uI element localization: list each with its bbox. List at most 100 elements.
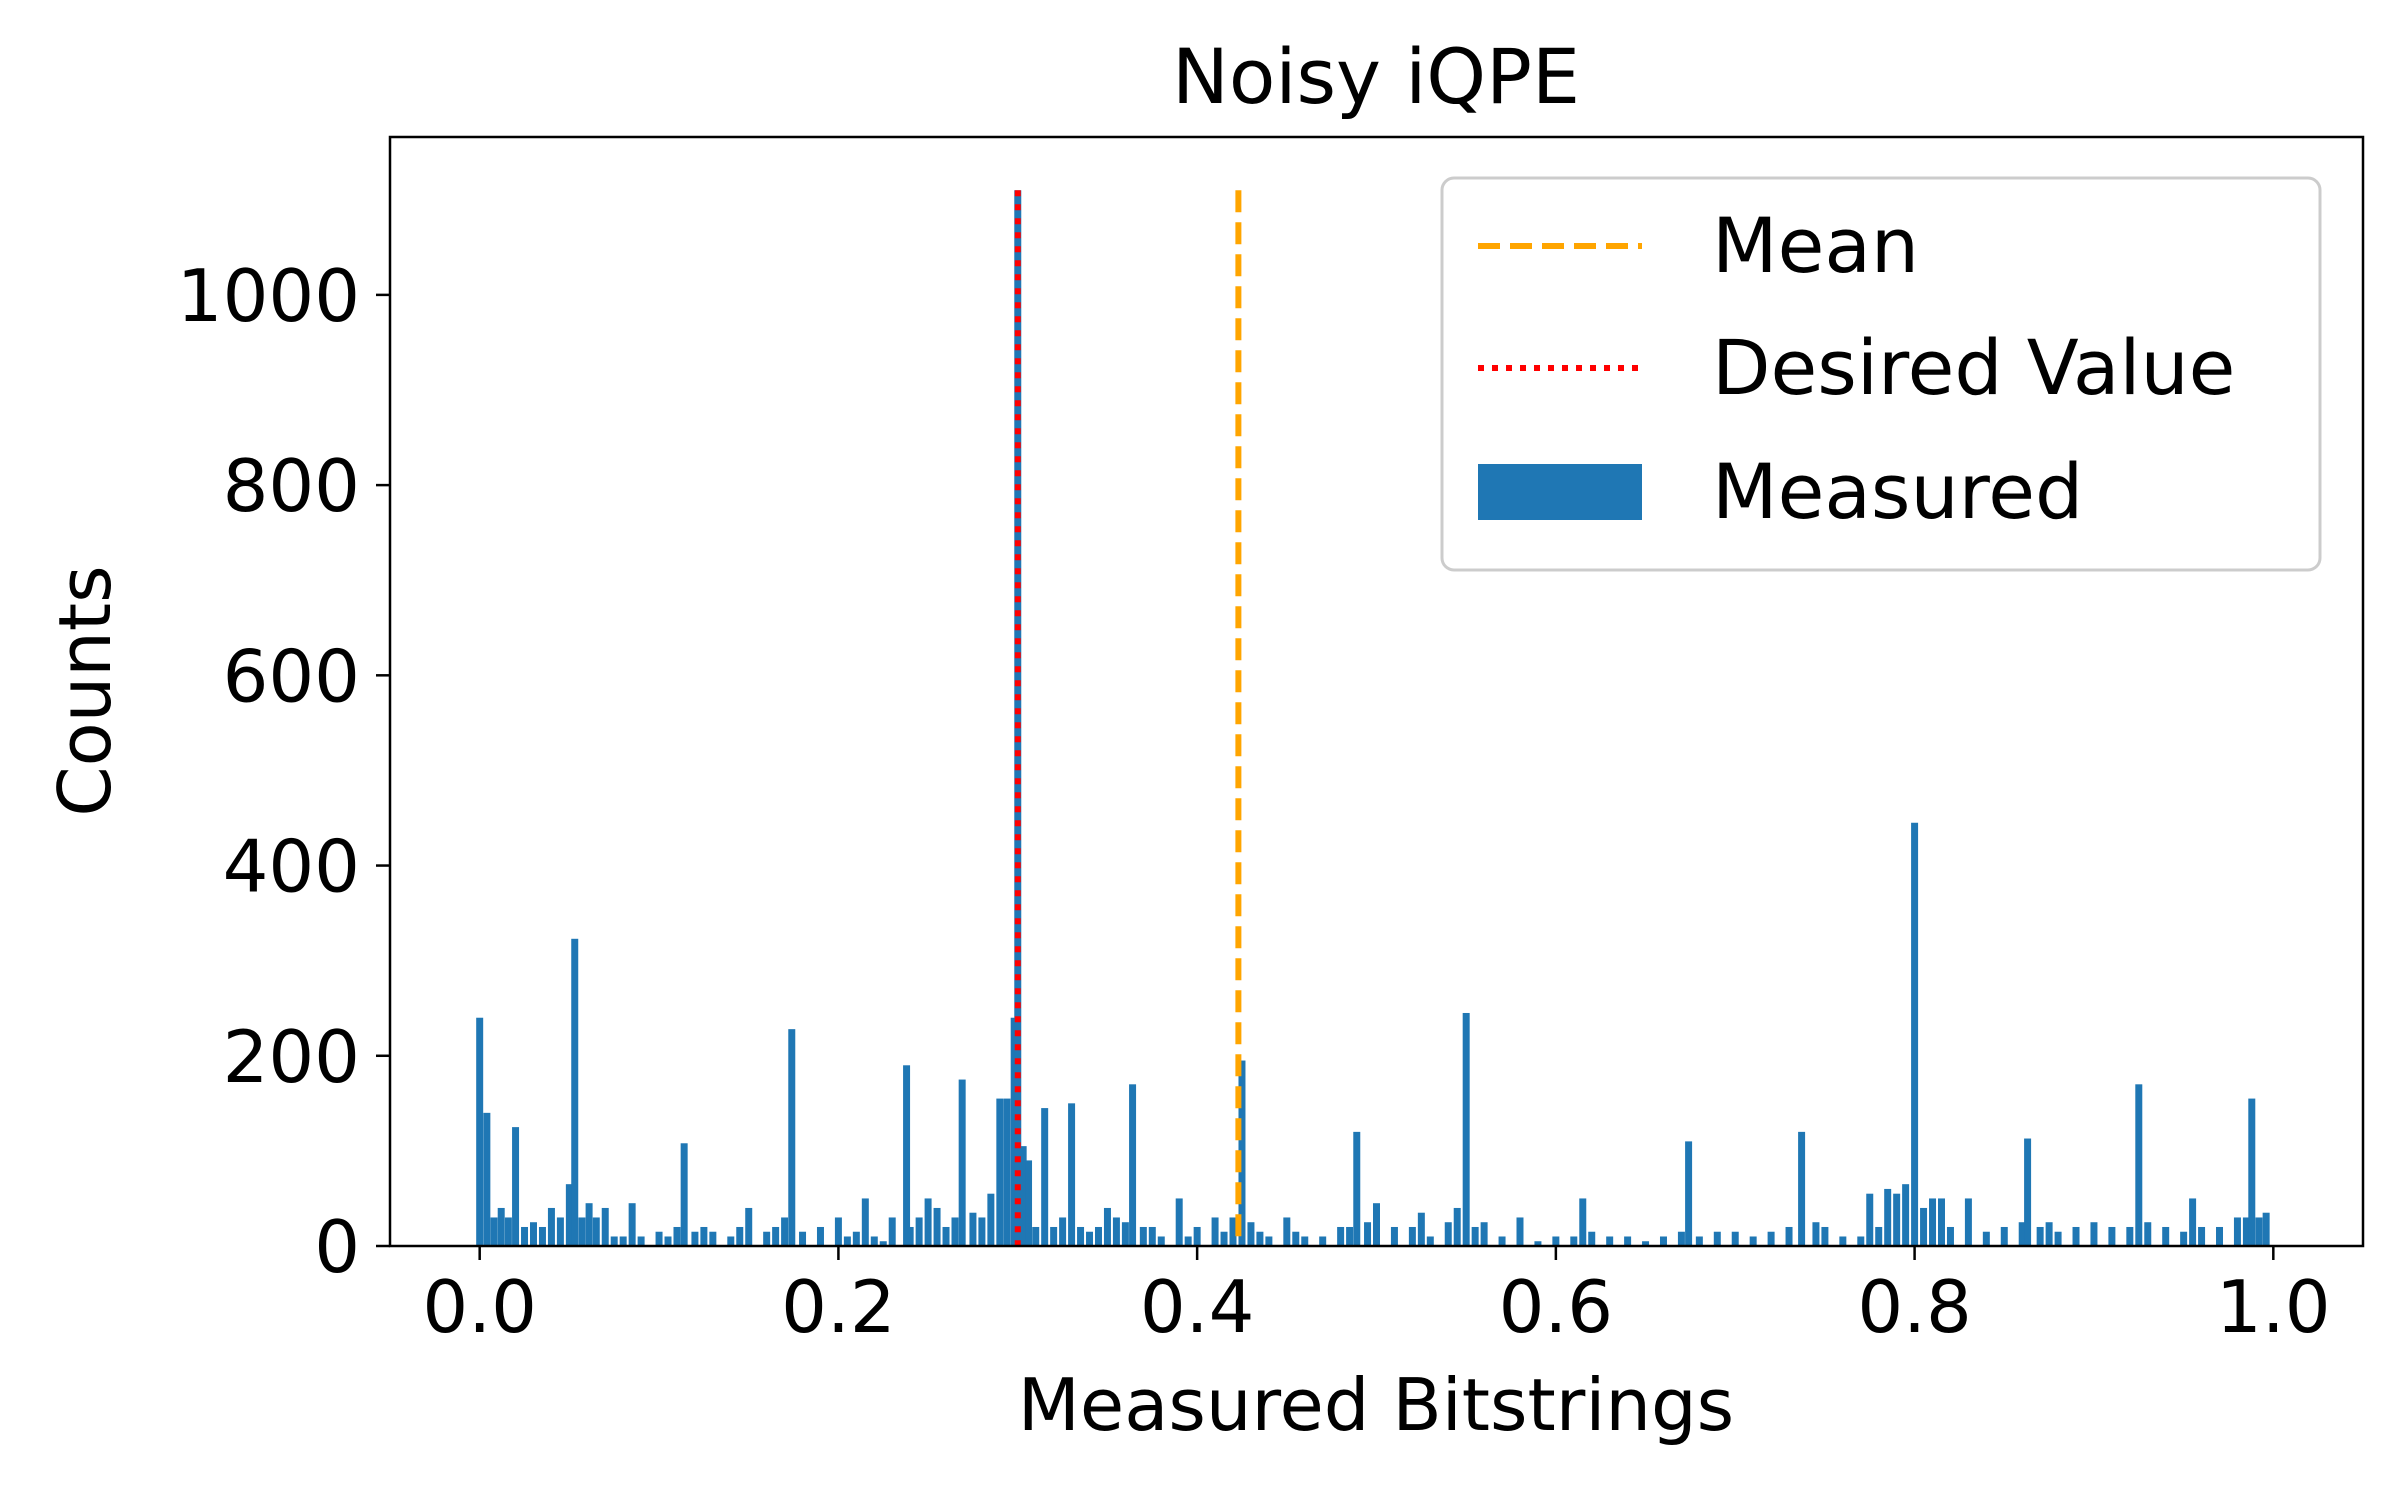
- histogram-bar: [1041, 1108, 1049, 1246]
- histogram-bar: [1606, 1236, 1614, 1246]
- histogram-bar: [978, 1217, 986, 1246]
- histogram-bar: [924, 1198, 932, 1246]
- histogram-bar: [1471, 1226, 1479, 1246]
- histogram-bar: [1390, 1226, 1398, 1246]
- histogram-bar: [497, 1207, 505, 1246]
- histogram-bar: [1480, 1222, 1488, 1246]
- histogram-bar: [2189, 1198, 2197, 1246]
- histogram-bar: [1685, 1141, 1693, 1246]
- histogram-bar: [861, 1198, 869, 1246]
- histogram-bar: [1283, 1217, 1291, 1246]
- histogram-bar: [1129, 1084, 1137, 1246]
- histogram-bar: [903, 1065, 911, 1246]
- legend-desired-label: Desired Value: [1712, 323, 2235, 412]
- histogram-bar: [1677, 1231, 1685, 1246]
- histogram-bar: [637, 1236, 645, 1246]
- histogram-bar: [1364, 1222, 1372, 1246]
- histogram-bar: [2024, 1138, 2032, 1246]
- histogram-bar: [601, 1207, 609, 1246]
- histogram-bar: [1902, 1184, 1910, 1246]
- histogram-bar: [1229, 1217, 1237, 1246]
- histogram-bar: [2135, 1084, 2143, 1246]
- histogram-bar: [763, 1231, 771, 1246]
- histogram-bar: [942, 1226, 950, 1246]
- histogram-bar: [1353, 1131, 1361, 1246]
- histogram-bar: [1534, 1241, 1542, 1246]
- histogram-bar: [585, 1203, 593, 1246]
- histogram-bar: [1059, 1217, 1067, 1246]
- histogram-bar: [1588, 1231, 1596, 1246]
- x-tick-label: 0.8: [1857, 1265, 1972, 1349]
- y-tick-label: 1000: [177, 254, 360, 338]
- histogram-bar: [879, 1241, 887, 1246]
- histogram-bar: [915, 1217, 923, 1246]
- histogram-bar: [571, 938, 579, 1246]
- histogram-bar: [1982, 1231, 1990, 1246]
- y-axis-label: Counts: [43, 565, 127, 816]
- histogram-bar: [1964, 1198, 1972, 1246]
- histogram-bar: [483, 1112, 491, 1246]
- histogram-bar: [691, 1231, 699, 1246]
- y-tick-label: 200: [223, 1015, 360, 1099]
- histogram-bar: [2216, 1226, 2224, 1246]
- histogram-bar: [490, 1217, 498, 1246]
- histogram-bar: [1516, 1217, 1524, 1246]
- histogram-bar: [521, 1226, 529, 1246]
- histogram-bar: [1875, 1226, 1883, 1246]
- histogram-bar: [547, 1207, 555, 1246]
- histogram-bar: [1839, 1236, 1847, 1246]
- histogram-bar: [628, 1203, 636, 1246]
- x-tick-label: 0.2: [781, 1265, 896, 1349]
- x-tick-label: 0.6: [1499, 1265, 1614, 1349]
- histogram-bar: [1032, 1226, 1040, 1246]
- histogram-bar: [1050, 1226, 1058, 1246]
- legend-measured-swatch: [1478, 464, 1642, 520]
- y-axis: 0 200 400 600 800 1000: [177, 254, 390, 1289]
- histogram-bar: [2108, 1226, 2116, 1246]
- histogram-bar: [987, 1193, 995, 1246]
- x-tick-label: 0.4: [1140, 1265, 1255, 1349]
- histogram-bar: [1920, 1207, 1928, 1246]
- histogram-bar: [1857, 1236, 1865, 1246]
- histogram-bar: [1346, 1226, 1354, 1246]
- histogram-bar: [1695, 1236, 1703, 1246]
- histogram-bar: [1937, 1198, 1945, 1246]
- histogram-bar: [2248, 1098, 2256, 1246]
- histogram-bar: [2162, 1226, 2170, 1246]
- histogram-bar: [727, 1236, 735, 1246]
- histogram-bar: [655, 1231, 663, 1246]
- histogram-bar: [2090, 1222, 2098, 1246]
- histogram-bar: [619, 1236, 627, 1246]
- histogram-bar: [2072, 1226, 2080, 1246]
- histogram-bar: [673, 1226, 681, 1246]
- histogram-bar: [772, 1226, 780, 1246]
- histogram-bar: [2018, 1222, 2026, 1246]
- histogram-bar: [2000, 1226, 2008, 1246]
- x-axis: 0.0 0.2 0.4 0.6 0.8 1.0: [422, 1246, 2331, 1349]
- reference-lines: [1014, 190, 1242, 1246]
- histogram-bar: [1713, 1231, 1721, 1246]
- histogram-bar: [1929, 1198, 1937, 1246]
- histogram-bar: [1337, 1226, 1345, 1246]
- y-tick-label: 600: [223, 634, 360, 718]
- histogram-bar: [788, 1029, 796, 1246]
- histogram-bar: [1417, 1212, 1425, 1246]
- histogram-bar: [1157, 1236, 1165, 1246]
- histogram-bar: [1373, 1203, 1380, 1246]
- histogram-bar: [476, 1017, 484, 1246]
- histogram-bar: [1624, 1236, 1632, 1246]
- histogram-bar: [565, 1184, 573, 1246]
- histogram-bar: [1019, 1146, 1027, 1246]
- histogram-bar: [1148, 1226, 1156, 1246]
- histogram-bar: [1094, 1226, 1102, 1246]
- histogram-bar: [1462, 1012, 1470, 1246]
- histogram-bar: [1798, 1131, 1806, 1246]
- histogram-bar: [1220, 1231, 1228, 1246]
- histogram-bar: [1731, 1231, 1739, 1246]
- histogram-bar: [2242, 1217, 2250, 1246]
- x-tick-label: 0.0: [422, 1265, 537, 1349]
- histogram-bar: [736, 1226, 744, 1246]
- histogram-bar: [1175, 1198, 1183, 1246]
